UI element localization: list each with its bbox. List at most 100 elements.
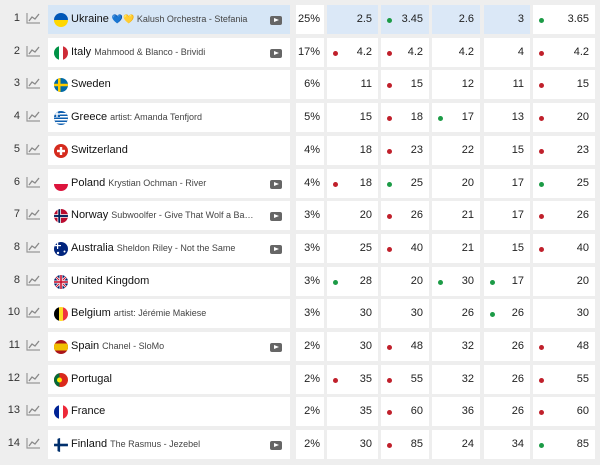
country-cell[interactable]: Portugal	[48, 364, 290, 394]
country-name[interactable]: Poland Krystian Ochman - River	[71, 177, 206, 189]
odds-cell[interactable]: 3	[484, 5, 530, 34]
odds-cell[interactable]: 25	[533, 168, 595, 198]
odds-cell[interactable]: 11	[327, 70, 378, 100]
odds-cell[interactable]: 20	[533, 103, 595, 133]
country-cell[interactable]: Ukraine 💙💛 Kalush Orchestra - Stefania	[48, 5, 290, 34]
table-row[interactable]: 8 United Kingdom 3% 28 20 30 17 20	[0, 265, 600, 296]
table-row[interactable]: 8 Australia Sheldon Riley - Not the Same 3%…	[0, 232, 600, 263]
odds-cell[interactable]: 20	[327, 201, 378, 231]
table-row[interactable]: 3 Sweden 6% 11 15 12 11 15	[0, 68, 600, 100]
table-row[interactable]: 1 Ukraine 💙💛 Kalush Orchestra - Stefania 25…	[0, 3, 600, 34]
country-name[interactable]: Spain Chanel - SloMo	[71, 340, 164, 352]
odds-cell[interactable]: 22	[432, 135, 480, 165]
odds-cell[interactable]: 21	[432, 233, 480, 263]
trend-chart-icon[interactable]	[26, 241, 41, 253]
odds-cell[interactable]: 60	[533, 397, 595, 427]
trend-chart-icon[interactable]	[26, 110, 41, 122]
odds-cell[interactable]: 20	[381, 266, 429, 296]
odds-cell[interactable]: 55	[381, 364, 429, 394]
odds-cell[interactable]: 2.5	[327, 5, 378, 34]
youtube-icon[interactable]	[270, 441, 282, 451]
youtube-icon[interactable]	[270, 179, 282, 189]
country-name[interactable]: Norway Subwoolfer - Give That Wolf a Ba…	[71, 209, 254, 221]
odds-cell[interactable]: 30	[327, 332, 378, 361]
odds-cell[interactable]: 26	[484, 332, 530, 361]
odds-cell[interactable]: 15	[327, 103, 378, 133]
country-cell[interactable]: United Kingdom	[48, 266, 290, 296]
youtube-icon[interactable]	[270, 343, 282, 352]
odds-cell[interactable]: 24	[432, 430, 480, 460]
odds-cell[interactable]: 26	[484, 397, 530, 427]
table-row[interactable]: 7 Norway Subwoolfer - Give That Wolf a Ba……	[0, 199, 600, 231]
odds-cell[interactable]: 3.45	[381, 5, 429, 34]
table-row[interactable]: 12 Portugal 2% 35 55 32 26 55	[0, 363, 600, 394]
odds-cell[interactable]: 30	[381, 299, 429, 329]
odds-cell[interactable]: 12	[432, 70, 480, 100]
odds-cell[interactable]: 48	[381, 332, 429, 361]
trend-chart-icon[interactable]	[26, 404, 41, 416]
youtube-icon[interactable]	[270, 244, 282, 254]
odds-cell[interactable]: 15	[533, 70, 595, 100]
country-name[interactable]: France	[71, 405, 105, 417]
odds-cell[interactable]: 26	[533, 201, 595, 231]
odds-cell[interactable]: 25	[327, 233, 378, 263]
trend-chart-icon[interactable]	[26, 12, 41, 24]
country-cell[interactable]: Norway Subwoolfer - Give That Wolf a Ba…	[48, 201, 290, 231]
country-cell[interactable]: Switzerland	[48, 135, 290, 165]
odds-cell[interactable]: 4	[484, 37, 530, 67]
country-name[interactable]: Ukraine 💙💛 Kalush Orchestra - Stefania	[71, 13, 247, 25]
odds-cell[interactable]: 36	[432, 397, 480, 427]
odds-cell[interactable]: 4.2	[432, 37, 480, 67]
odds-cell[interactable]: 15	[484, 233, 530, 263]
trend-chart-icon[interactable]	[26, 176, 41, 188]
odds-cell[interactable]: 4.2	[381, 37, 429, 67]
odds-cell[interactable]: 28	[327, 266, 378, 296]
odds-cell[interactable]: 40	[381, 233, 429, 263]
youtube-icon[interactable]	[270, 16, 282, 25]
country-name[interactable]: Australia Sheldon Riley - Not the Same	[71, 242, 235, 254]
odds-cell[interactable]: 18	[327, 135, 378, 165]
odds-cell[interactable]: 18	[327, 168, 378, 198]
trend-chart-icon[interactable]	[26, 339, 41, 351]
odds-cell[interactable]: 30	[327, 430, 378, 460]
odds-cell[interactable]: 17	[484, 201, 530, 231]
odds-cell[interactable]: 85	[381, 430, 429, 460]
odds-cell[interactable]: 30	[327, 299, 378, 329]
country-cell[interactable]: France	[48, 397, 290, 427]
odds-cell[interactable]: 26	[484, 299, 530, 329]
odds-cell[interactable]: 26	[381, 201, 429, 231]
odds-cell[interactable]: 4.2	[327, 37, 378, 67]
trend-chart-icon[interactable]	[26, 372, 41, 384]
trend-chart-icon[interactable]	[26, 77, 41, 89]
table-row[interactable]: 11 Spain Chanel - SloMo 2% 30 48 32 26 48	[0, 330, 600, 361]
table-row[interactable]: 10 Belgium artist: Jérémie Makiese 3% 30 30 26…	[0, 297, 600, 329]
trend-chart-icon[interactable]	[26, 306, 41, 318]
odds-cell[interactable]: 4.2	[533, 37, 595, 67]
odds-cell[interactable]: 3.65	[533, 5, 595, 34]
odds-cell[interactable]: 23	[381, 135, 429, 165]
odds-cell[interactable]: 60	[381, 397, 429, 427]
odds-cell[interactable]: 26	[432, 299, 480, 329]
odds-cell[interactable]: 21	[432, 201, 480, 231]
odds-cell[interactable]: 48	[533, 332, 595, 361]
country-cell[interactable]: Belgium artist: Jérémie Makiese	[48, 299, 290, 329]
country-cell[interactable]: Australia Sheldon Riley - Not the Same	[48, 233, 290, 263]
country-name[interactable]: Sweden	[71, 78, 111, 90]
trend-chart-icon[interactable]	[26, 45, 41, 57]
odds-cell[interactable]: 18	[381, 103, 429, 133]
youtube-icon[interactable]	[270, 48, 282, 58]
country-name[interactable]: Italy Mahmood & Blanco - Brividi	[71, 46, 205, 58]
table-row[interactable]: 14 Finland The Rasmus - Jezebel 2% 30 85 24 34 8…	[0, 428, 600, 460]
table-row[interactable]: 2 Italy Mahmood & Blanco - Brividi 17% 4.2 4.…	[0, 36, 600, 67]
odds-cell[interactable]: 30	[533, 299, 595, 329]
country-cell[interactable]: Spain Chanel - SloMo	[48, 332, 290, 361]
country-name[interactable]: Portugal	[71, 373, 112, 385]
odds-cell[interactable]: 11	[484, 70, 530, 100]
odds-cell[interactable]: 20	[533, 266, 595, 296]
odds-cell[interactable]: 32	[432, 332, 480, 361]
table-row[interactable]: 4 Greece artist: Amanda Tenfjord 5% 15 18 17 13…	[0, 101, 600, 133]
youtube-icon[interactable]	[270, 212, 282, 222]
country-cell[interactable]: Italy Mahmood & Blanco - Brividi	[48, 37, 290, 67]
odds-cell[interactable]: 17	[484, 266, 530, 296]
odds-cell[interactable]: 30	[432, 266, 480, 296]
